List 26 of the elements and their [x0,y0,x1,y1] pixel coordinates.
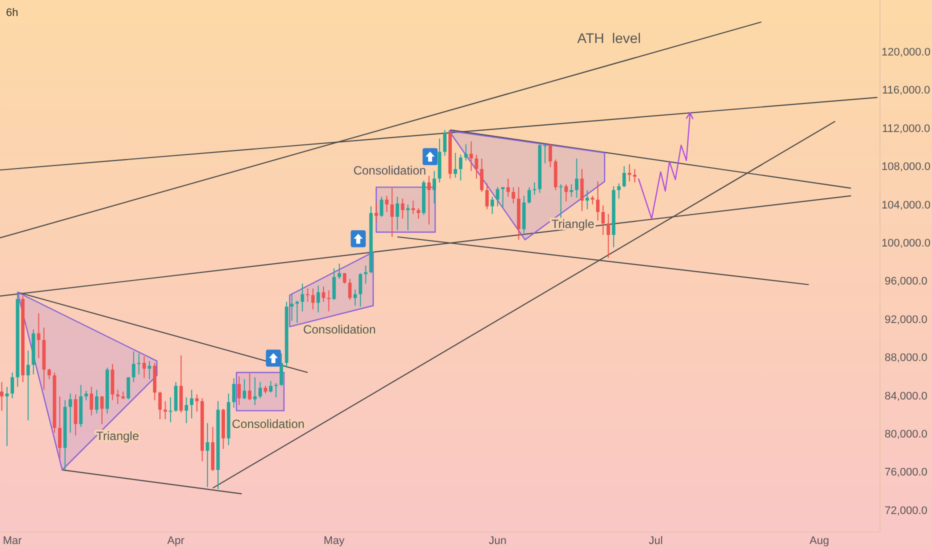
series-label: ATH level [577,30,641,46]
y-tick-label: 96,000.0 [884,276,928,288]
y-tick-label: 72,000.0 [884,504,928,517]
y-tick-label: 76,000.0 [884,466,928,479]
x-tick-label: Jun [488,534,506,547]
series-label: Triangle [96,428,140,443]
y-tick-label: 120,000.0 [882,46,930,58]
x-tick-label: Apr [167,534,185,547]
y-tick-label: 108,000.0 [882,161,930,174]
y-tick-label: 100,000.0 [882,237,930,250]
y-tick-label: 84,000.0 [884,390,928,402]
y-tick-label: 80,000.0 [884,428,928,440]
series-label: Consolidation [303,322,376,336]
x-tick-label: Aug [810,534,830,547]
text: 6h [6,7,18,19]
series-label: Consolidation [232,416,305,431]
x-tick-label: May [324,534,345,547]
y-tick-label: 112,000.0 [882,122,930,135]
series-label: Triangle [551,216,595,231]
y-tick-label: 104,000.0 [882,199,930,212]
y-tick-label: 92,000.0 [884,314,928,326]
y-tick-label: 88,000.0 [884,352,928,364]
x-tick-label: Jul [648,534,663,547]
y-tick-label: 116,000.0 [882,84,930,97]
series-label: Consolidation [353,163,426,178]
x-tick-label: Mar [2,534,22,547]
